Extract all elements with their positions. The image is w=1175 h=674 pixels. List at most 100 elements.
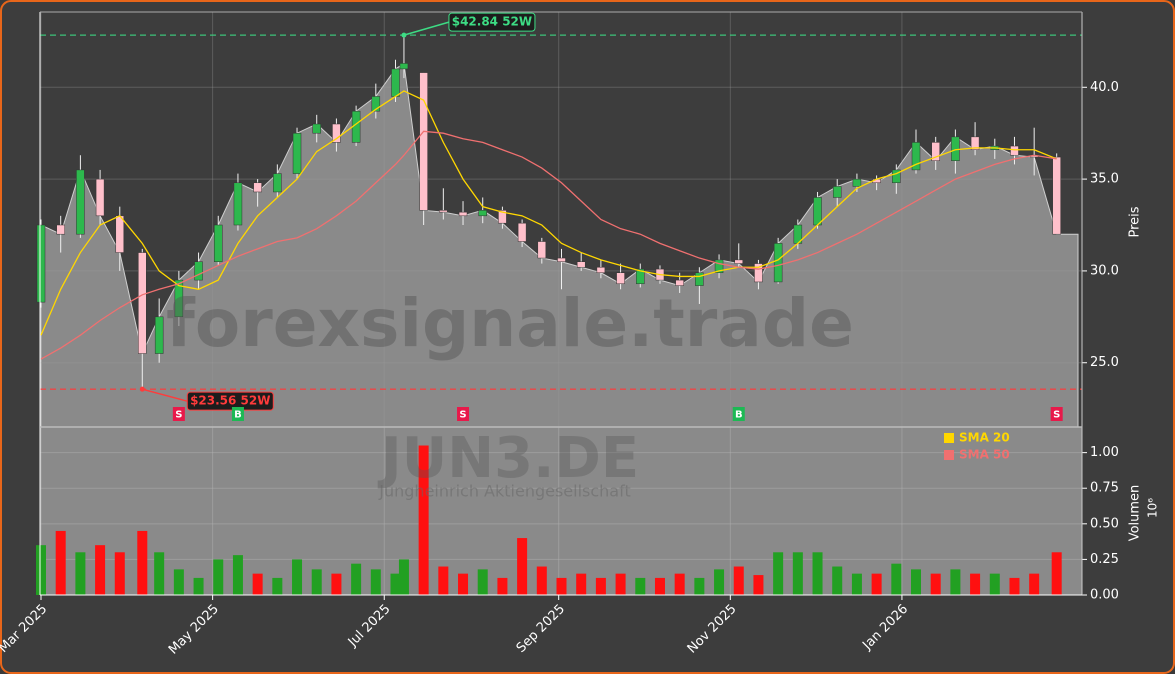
- candle-body: [115, 215, 125, 253]
- company-watermark: Jungheinrich Aktiengesellschaft: [378, 482, 630, 501]
- legend-label: SMA 20: [959, 431, 1010, 445]
- volume-bar: [654, 577, 665, 595]
- volume-bar: [95, 545, 106, 595]
- y-tick-label: 25.0: [1090, 355, 1119, 370]
- y-tick-label: 0.25: [1090, 552, 1119, 567]
- volume-bar: [252, 573, 263, 595]
- ticker-watermark: JUN3.DE: [377, 426, 639, 491]
- candle-body: [616, 272, 625, 285]
- candle-body: [734, 259, 744, 264]
- volume-bar: [911, 569, 922, 595]
- candle-body: [371, 96, 381, 112]
- volume-scale-label: 10⁶: [1146, 498, 1160, 518]
- candle-body: [832, 186, 842, 198]
- candle-body: [138, 252, 147, 354]
- volume-bar: [989, 573, 1000, 595]
- volume-bar: [1029, 573, 1040, 595]
- candle-body: [517, 222, 527, 242]
- candle-body: [576, 261, 586, 268]
- candle-body: [596, 266, 606, 274]
- candle-body: [498, 210, 507, 224]
- watermark: forexsignale.trade: [166, 285, 854, 362]
- signal-label: S: [175, 410, 182, 421]
- y-tick-label: 40.0: [1090, 80, 1119, 95]
- candle-body: [399, 63, 409, 70]
- volume-bar: [55, 530, 66, 595]
- signal-marker: [1050, 407, 1063, 421]
- volume-bar: [193, 577, 204, 595]
- volume-bar: [438, 566, 449, 595]
- candle-body: [911, 142, 921, 171]
- legend-label: SMA 50: [959, 448, 1010, 462]
- signal-label: S: [1053, 410, 1060, 421]
- annotation-label: $23.56 52W: [190, 394, 270, 408]
- candle-body: [951, 136, 960, 161]
- candle-body: [194, 261, 203, 281]
- candle-body: [154, 316, 164, 354]
- candle-body: [695, 272, 704, 286]
- annotation-label: $42.84 52W: [452, 15, 532, 29]
- candle-body: [56, 224, 65, 235]
- volume-bar: [851, 573, 862, 595]
- volume-bar: [714, 569, 725, 595]
- volume-axis-label: Volumen: [1128, 485, 1143, 542]
- sma-line: [40, 130, 1057, 360]
- price-axis-label: Preis: [1128, 206, 1143, 237]
- volume-bar: [832, 566, 843, 595]
- volume-bar: [556, 577, 567, 595]
- candle-body: [36, 224, 46, 303]
- volume-bar: [232, 555, 243, 595]
- signal-label: S: [459, 410, 466, 421]
- candle-body: [439, 210, 448, 213]
- candle-body: [233, 182, 243, 226]
- volume-bar: [595, 577, 606, 595]
- candle-body: [754, 263, 763, 283]
- annotation-box: [448, 12, 536, 32]
- candle-body: [970, 136, 980, 150]
- volume-bar: [1051, 552, 1062, 595]
- candle-body: [419, 72, 428, 211]
- volume-bar: [753, 575, 764, 595]
- volume-bar: [370, 569, 381, 595]
- volume-bar: [75, 552, 86, 595]
- annotation-arrow: [142, 388, 188, 402]
- volume-bar: [390, 573, 401, 595]
- volume-bar: [213, 559, 224, 595]
- candle-body: [273, 173, 282, 193]
- y-tick-label: 0.00: [1090, 588, 1119, 603]
- volume-bar: [292, 559, 303, 595]
- candle-body: [253, 182, 262, 193]
- volume-bar: [458, 573, 469, 595]
- legend-swatch: [944, 450, 954, 460]
- annotation-point: [139, 386, 145, 392]
- sma-line: [40, 90, 1057, 336]
- candle-body: [478, 210, 487, 217]
- candle-body: [458, 211, 468, 217]
- candle-body: [95, 178, 105, 217]
- signal-marker: [231, 407, 244, 421]
- signal-marker: [732, 407, 745, 421]
- volume-bar: [635, 577, 646, 595]
- volume-bar: [1009, 577, 1020, 595]
- candle-body: [636, 268, 645, 285]
- volume-bar: [576, 573, 587, 595]
- candle-body: [76, 169, 85, 235]
- volume-bar: [733, 566, 744, 595]
- volume-bar: [517, 538, 528, 595]
- y-tick-label: 30.0: [1090, 263, 1119, 278]
- volume-bar: [812, 552, 823, 595]
- candle-body: [852, 178, 862, 187]
- signal-marker: [172, 407, 185, 421]
- volume-bar: [497, 577, 508, 595]
- volume-bar: [398, 559, 409, 595]
- annotation-box: [186, 391, 274, 411]
- candle-body: [892, 169, 901, 184]
- signal-label: B: [735, 410, 743, 421]
- volume-bar: [615, 573, 626, 595]
- candle-body: [312, 123, 321, 134]
- volume-bar: [137, 530, 148, 595]
- volume-bar: [970, 573, 981, 595]
- volume-bar: [311, 569, 322, 595]
- volume-bar: [173, 569, 184, 595]
